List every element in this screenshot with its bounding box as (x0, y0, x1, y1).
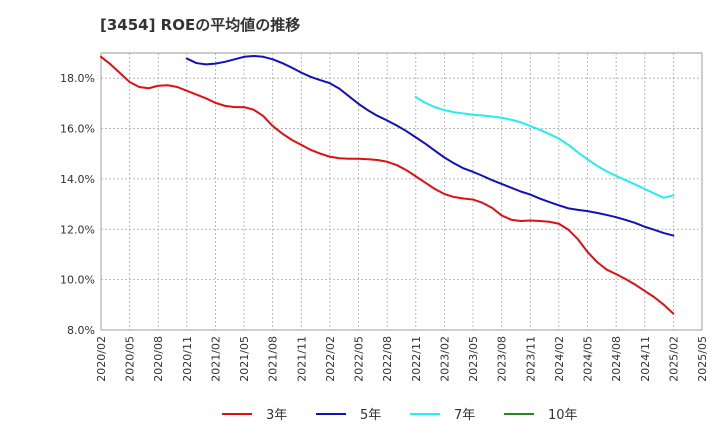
x-tick-label: 2022/08 (381, 336, 394, 382)
y-tick-label: 14.0% (60, 173, 95, 186)
series-line-2 (185, 55, 675, 237)
x-tick-label: 2024/02 (553, 336, 566, 382)
y-tick-label: 10.0% (60, 274, 95, 287)
chart-title: [3454] ROEの平均値の推移 (100, 16, 301, 34)
legend: 3年 5年 7年 10年 (222, 408, 578, 423)
x-tick-label: 2021/11 (295, 336, 308, 382)
y-tick-label: 12.0% (60, 223, 95, 236)
x-tick-label: 2025/05 (696, 336, 709, 382)
legend-label-4: 10年 (548, 408, 578, 423)
series-line-3 (414, 96, 675, 199)
x-tick-label: 2023/08 (496, 336, 509, 382)
x-tick-label: 2025/02 (667, 336, 680, 382)
legend-label-3: 7年 (454, 408, 475, 423)
y-axis-ticks: 8.0% 10.0% 12.0% 14.0% 16.0% 18.0% (60, 72, 95, 337)
y-tick-label: 16.0% (60, 123, 95, 136)
x-tick-label: 2020/05 (124, 336, 137, 382)
x-tick-label: 2024/05 (582, 336, 595, 382)
y-tick-label: 18.0% (60, 72, 95, 85)
x-tick-label: 2020/08 (152, 336, 165, 382)
legend-label-2: 5年 (360, 408, 381, 423)
series-line-1 (100, 55, 675, 315)
series-lines (100, 55, 675, 315)
x-tick-label: 2021/02 (209, 336, 222, 382)
x-tick-label: 2024/08 (610, 336, 623, 382)
plot-area (100, 52, 703, 331)
y-tick-label: 8.0% (67, 324, 95, 337)
x-tick-label: 2020/02 (95, 336, 108, 382)
legend-label-1: 3年 (266, 408, 287, 423)
x-tick-label: 2022/05 (353, 336, 366, 382)
x-tick-label: 2023/02 (438, 336, 451, 382)
x-tick-label: 2021/05 (238, 336, 251, 382)
x-tick-label: 2023/05 (467, 336, 480, 382)
x-tick-label: 2024/11 (639, 336, 652, 382)
x-tick-label: 2020/11 (181, 336, 194, 382)
x-axis-ticks: 2020/02 2020/05 2020/08 2020/11 2021/02 2021/… (95, 336, 709, 382)
x-tick-label: 2022/02 (324, 336, 337, 382)
x-tick-label: 2023/11 (524, 336, 537, 382)
x-tick-label: 2022/11 (410, 336, 423, 382)
x-tick-label: 2021/08 (267, 336, 280, 382)
